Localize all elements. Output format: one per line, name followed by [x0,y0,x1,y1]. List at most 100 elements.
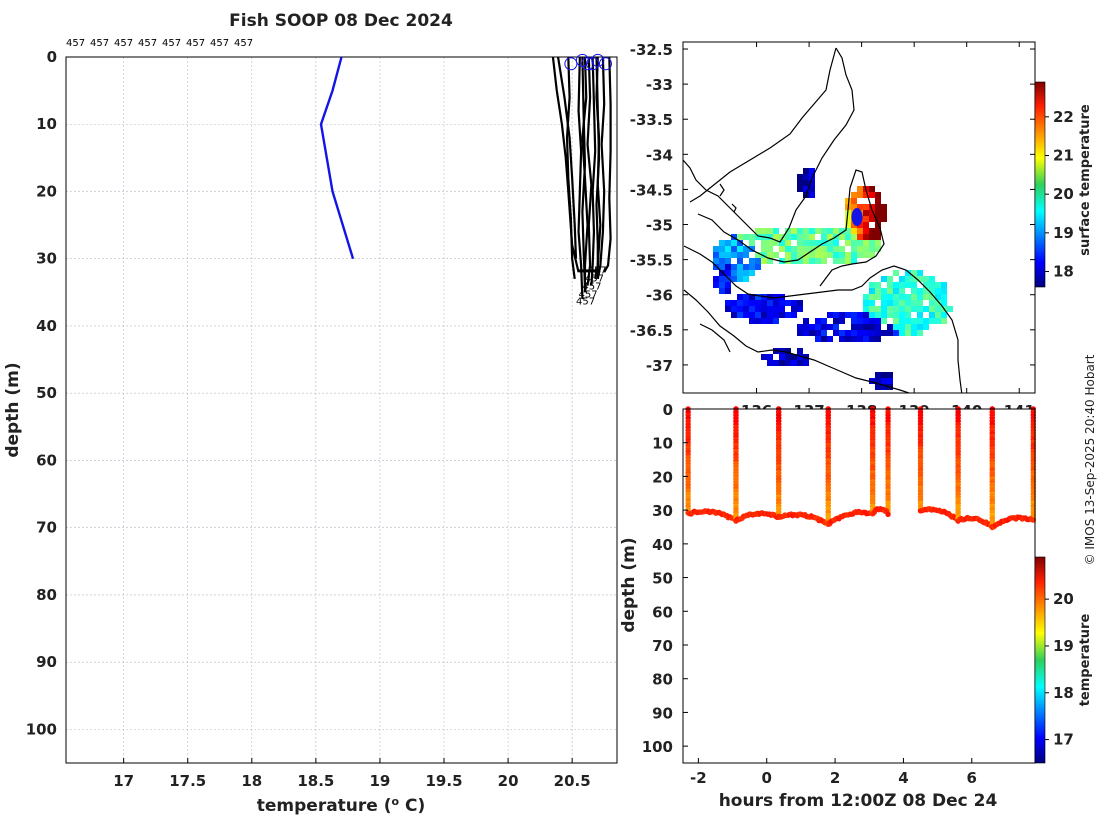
black-profile-line [556,56,578,259]
sst-colorbar-label: surface temperature [1078,104,1093,256]
sst-cell [851,252,857,258]
sst-cell [881,312,887,318]
sst-cell [755,258,761,264]
sst-cell [845,312,851,318]
timeseries-point [885,511,891,518]
map-lat-tick-label: -35 [646,217,673,235]
sst-cell [827,312,833,318]
sst-cell [725,282,731,288]
sst-cell [893,294,899,300]
sst-cell [821,234,827,240]
sst-cell [911,318,917,324]
cast-id-labels: 457 457 457 457 457 457 457 457 [66,38,253,49]
map-lat-tick-label: -32.5 [630,41,673,59]
sst-cell [719,264,725,270]
sst-cell [869,246,875,252]
colorbar-tick-label: 19 [1053,637,1074,655]
sst-cell [785,360,791,366]
sst-cell [737,252,743,258]
sst-cell [821,336,827,342]
sst-cell [941,294,947,300]
sst-cell [875,240,881,246]
profile-y-tick-label: 30 [36,250,57,268]
sst-cell [905,318,911,324]
sst-cell [743,312,749,318]
sst-cell [899,306,905,312]
sst-cell [863,228,869,234]
sst-cell [947,306,953,312]
sst-cell [917,324,923,330]
cast-end-label: 457 [588,266,607,277]
sst-cell [725,252,731,258]
profile-y-tick-label: 60 [36,451,57,469]
profile-x-ticks: 17 17.5 18 18.5 19 19.5 20 20.5 [113,758,591,790]
sst-cell [737,312,743,318]
sst-cell [821,252,827,258]
black-profiles [551,56,612,300]
sst-cell [713,282,719,288]
sst-cell [803,174,809,180]
sst-cell [935,306,941,312]
sst-cell [941,300,947,306]
sst-cell [857,336,863,342]
sst-cell [923,282,929,288]
timeseries-x-tick-label: 2 [830,769,840,787]
sst-cell [893,288,899,294]
sst-cell [851,318,857,324]
sst-cell [815,240,821,246]
sst-cell [875,246,881,252]
cast-id-label: 457 [66,38,85,49]
sst-cell [899,318,905,324]
sst-cell [875,324,881,330]
sst-cell [893,330,899,336]
colorbar-tick-label: 20 [1053,185,1074,203]
sst-cell [719,240,725,246]
sst-cell [917,300,923,306]
timeseries-background [683,409,1035,763]
map-lat-tick-label: -34 [646,146,673,164]
sst-cell [779,240,785,246]
sst-cell [743,276,749,282]
sst-colorbar: 22 21 20 19 18 surface temperature [1034,81,1093,288]
sst-cell [791,246,797,252]
sst-cell [917,288,923,294]
timeseries-y-tick-label: 70 [652,637,673,655]
sst-cell [935,288,941,294]
sst-cell [887,324,893,330]
sst-cell [875,378,881,384]
sst-cell [809,180,815,186]
sst-cell [779,246,785,252]
sst-cell [869,234,875,240]
map-lat-tick-label: -36 [646,287,673,305]
profile-x-tick-label: 18.5 [297,772,334,790]
sst-cell [869,336,875,342]
sst-cell [797,300,803,306]
profile-grid [66,56,617,763]
colorbar-tick-label: 20 [1053,590,1074,608]
profile-y-tick-label: 50 [36,384,57,402]
sst-cell [917,306,923,312]
sst-cell [911,276,917,282]
timeseries-y-tick-label: 0 [663,401,673,419]
sst-cell [929,276,935,282]
map-lat-tick-label: -36.5 [630,322,673,340]
sst-cell [743,234,749,240]
sst-cell [833,330,839,336]
sst-cell [905,270,911,276]
sst-cell [869,282,875,288]
sst-cell [749,318,755,324]
blue-profile-line [319,56,355,260]
sst-cell [815,252,821,258]
sst-cell [857,330,863,336]
sst-cell [923,294,929,300]
sst-cell [833,312,839,318]
sst-cell [863,240,869,246]
profile-x-label: temperature (o C) [257,795,426,816]
blue-profile [319,56,355,260]
sst-cell [797,324,803,330]
black-profile-line [577,56,584,300]
cast-id-label: 457 [234,38,253,49]
profile-y-tick-label: 70 [36,519,57,537]
sst-cell [821,330,827,336]
sst-cell [827,324,833,330]
